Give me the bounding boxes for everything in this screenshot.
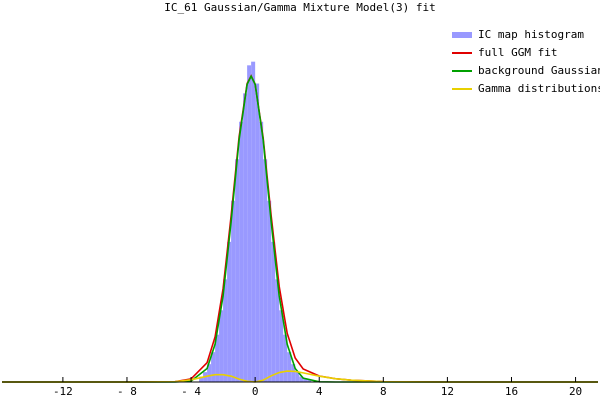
histogram-bar [275,279,280,382]
histogram-bar [199,376,204,382]
x-tick-label: 4 [316,385,323,398]
histogram-bar [307,379,312,382]
histogram-bar [211,352,216,382]
legend-label: background Gaussian [478,64,600,77]
histogram-bar [223,279,228,382]
fit-line [2,74,598,383]
x-tick-label: - 8 [117,385,137,398]
histogram-bar [271,241,276,382]
histogram-bar [231,200,236,382]
fit-line [2,370,598,383]
chart-title: IC_61 Gaussian/Gamma Mixture Model(3) fi… [164,1,436,14]
x-tick-label: 8 [380,385,387,398]
legend-label: full GGM fit [478,46,557,59]
histogram-bar [267,200,272,382]
histogram-bar [227,241,232,382]
histogram-bar [283,334,288,382]
histogram-bar [279,310,284,382]
legend-label: IC map histogram [478,28,584,41]
x-tick-label: -12 [53,385,73,398]
x-tick-label: 12 [441,385,454,398]
histogram-bar [259,121,264,383]
histogram-bar [251,61,256,383]
x-tick-label: 16 [505,385,518,398]
x-tick-label: - 4 [181,385,201,398]
histogram-bar [291,364,296,382]
histogram-bar [255,83,260,383]
histogram-bar [303,378,308,382]
histogram-bar [215,334,220,382]
histogram-bar [287,352,292,382]
x-tick-label: 20 [569,385,582,398]
histogram-bar [219,310,224,382]
histogram-bar [295,372,300,382]
legend-label: Gamma distributions [478,82,600,95]
fit-line [2,74,598,383]
histogram-bar [263,159,268,382]
histogram-bar [207,364,212,382]
histogram-bar [235,159,240,382]
x-tick-label: 0 [252,385,259,398]
histogram-bar [239,121,244,383]
histogram-bar [299,376,304,382]
histogram-bar [243,93,248,383]
histogram-bar [247,65,252,382]
